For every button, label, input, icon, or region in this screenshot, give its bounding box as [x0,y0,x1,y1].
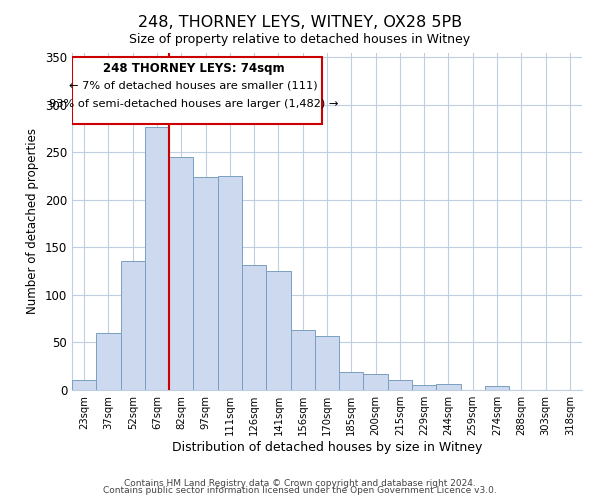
Bar [218,176,242,390]
Bar [242,264,266,390]
Bar [145,126,169,390]
Bar [169,157,193,390]
Bar [339,372,364,390]
Bar [412,385,436,390]
FancyBboxPatch shape [72,58,322,124]
Bar [485,386,509,390]
Text: Contains public sector information licensed under the Open Government Licence v3: Contains public sector information licen… [103,486,497,495]
Text: 248 THORNEY LEYS: 74sqm: 248 THORNEY LEYS: 74sqm [103,62,284,75]
Text: 93% of semi-detached houses are larger (1,482) →: 93% of semi-detached houses are larger (… [49,99,338,109]
Bar [290,330,315,390]
Bar [315,336,339,390]
Bar [121,260,145,390]
Bar [193,177,218,390]
Text: 248, THORNEY LEYS, WITNEY, OX28 5PB: 248, THORNEY LEYS, WITNEY, OX28 5PB [138,15,462,30]
Bar [72,380,96,390]
Bar [96,333,121,390]
Bar [388,380,412,390]
X-axis label: Distribution of detached houses by size in Witney: Distribution of detached houses by size … [172,441,482,454]
Text: ← 7% of detached houses are smaller (111): ← 7% of detached houses are smaller (111… [69,81,318,91]
Bar [266,271,290,390]
Text: Contains HM Land Registry data © Crown copyright and database right 2024.: Contains HM Land Registry data © Crown c… [124,478,476,488]
Bar [436,384,461,390]
Y-axis label: Number of detached properties: Number of detached properties [26,128,40,314]
Text: Size of property relative to detached houses in Witney: Size of property relative to detached ho… [130,32,470,46]
Bar [364,374,388,390]
